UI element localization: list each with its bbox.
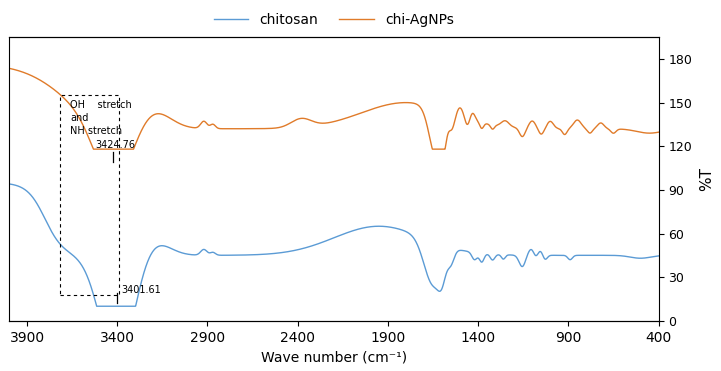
Y-axis label: %T: %T — [699, 167, 714, 191]
chitosan — [254, 252, 262, 257]
Text: 3401.61: 3401.61 — [122, 285, 162, 295]
Line: chi-AgNPs: chi-AgNPs — [9, 68, 658, 149]
chi-AgNPs — [4, 66, 13, 70]
Line: chitosan: chitosan — [9, 184, 658, 306]
chi-AgNPs — [282, 123, 291, 127]
Legend: chitosan, chi-AgNPs: chitosan, chi-AgNPs — [208, 7, 459, 32]
chi-AgNPs — [572, 118, 580, 123]
X-axis label: Wave number (cm⁻¹): Wave number (cm⁻¹) — [261, 350, 407, 364]
chitosan — [642, 256, 650, 260]
Text: 3424.76: 3424.76 — [96, 140, 136, 150]
chitosan — [118, 304, 126, 308]
chitosan — [92, 304, 101, 308]
chi-AgNPs — [654, 130, 663, 134]
chitosan — [4, 182, 13, 186]
chitosan — [282, 250, 291, 254]
Text: OH    stretch: OH stretch — [71, 100, 132, 110]
chi-AgNPs — [254, 127, 262, 131]
Text: NH stretch: NH stretch — [71, 126, 123, 136]
chitosan — [572, 253, 580, 258]
chitosan — [654, 254, 663, 258]
chi-AgNPs — [642, 131, 650, 135]
chitosan — [79, 265, 87, 270]
chi-AgNPs — [118, 147, 126, 151]
chi-AgNPs — [89, 147, 98, 151]
chi-AgNPs — [79, 123, 87, 128]
Text: and: and — [71, 113, 89, 123]
